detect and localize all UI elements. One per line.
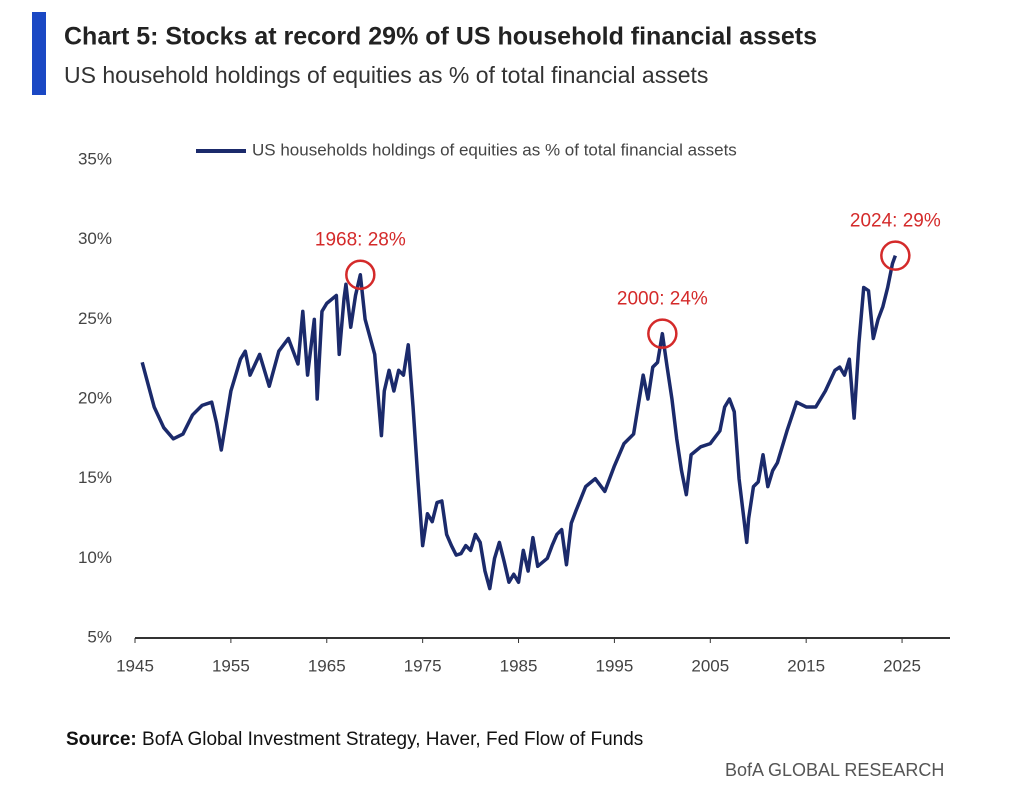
x-tick-label: 2005 — [691, 656, 729, 675]
line-series — [140, 255, 897, 591]
y-tick-label: 25% — [78, 309, 112, 328]
y-tick-label: 20% — [78, 388, 112, 407]
x-tick-label: 2015 — [787, 656, 825, 675]
annotation-label: 1968: 28% — [315, 230, 406, 251]
x-tick-label: 1945 — [116, 656, 154, 675]
source-label: Source: — [66, 729, 137, 750]
annotation-label: 2024: 29% — [850, 211, 941, 232]
y-tick-label: 15% — [78, 468, 112, 487]
y-tick-label: 35% — [78, 149, 112, 168]
y-tick-label: 10% — [78, 548, 112, 567]
y-tick-label: 5% — [87, 627, 112, 646]
x-tick-label: 1955 — [212, 656, 250, 675]
brand: BofA GLOBAL RESEARCH — [725, 760, 944, 780]
x-tick-label: 1985 — [500, 656, 538, 675]
legend-label: US households holdings of equities as % … — [252, 140, 737, 159]
x-tick-label: 1995 — [595, 656, 633, 675]
x-tick-label: 1965 — [308, 656, 346, 675]
x-tick-label: 2025 — [883, 656, 921, 675]
x-tick-label: 1975 — [404, 656, 442, 675]
source-text: BofA Global Investment Strategy, Haver, … — [142, 729, 643, 750]
annotation-circle — [345, 259, 376, 290]
y-tick-label: 30% — [78, 229, 112, 248]
annotation-circle — [880, 240, 911, 271]
source: Source: BofA Global Investment Strategy,… — [66, 729, 643, 750]
chart-subtitle: US household holdings of equities as % o… — [64, 62, 708, 88]
annotation-label: 2000: 24% — [617, 289, 708, 310]
title-bar — [32, 12, 46, 95]
chart-title: Chart 5: Stocks at record 29% of US hous… — [64, 23, 817, 51]
annotation-circle — [647, 318, 678, 349]
